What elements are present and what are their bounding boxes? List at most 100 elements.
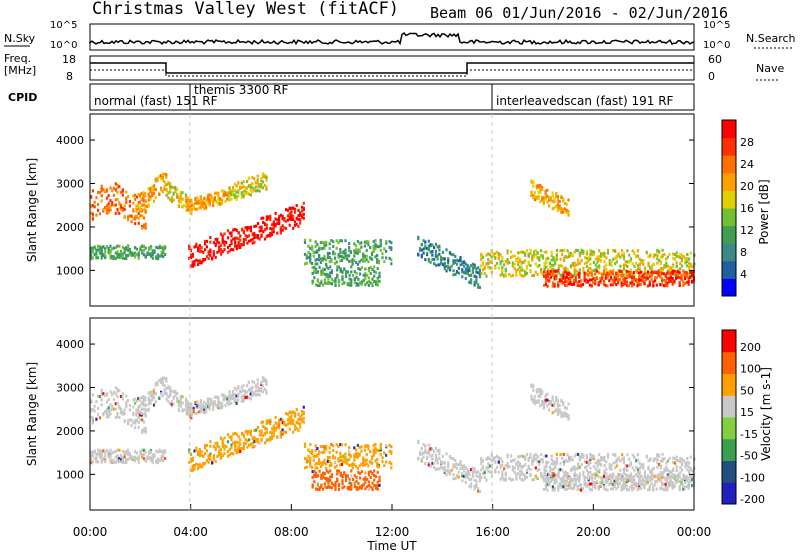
velocity-cell	[628, 463, 631, 467]
power-cell	[468, 274, 471, 277]
power-cell	[130, 253, 133, 257]
velocity-cell	[208, 407, 211, 411]
velocity-cell	[104, 454, 107, 458]
velocity-cell	[332, 454, 335, 458]
power-cell	[374, 280, 378, 284]
velocity-cell	[643, 473, 647, 477]
power-cell	[279, 231, 282, 235]
velocity-cell	[198, 463, 201, 467]
velocity-cell	[329, 479, 332, 482]
velocity-cell	[594, 483, 597, 487]
power-cell	[471, 262, 474, 266]
velocity-cell	[612, 453, 615, 456]
velocity-cell	[188, 451, 191, 455]
velocity-cell	[220, 393, 224, 397]
power-cell	[373, 274, 376, 278]
power-cell	[183, 204, 186, 208]
power-cell	[156, 246, 160, 250]
velocity-cell	[127, 457, 130, 461]
power-cell	[233, 182, 236, 186]
power-cell	[621, 249, 624, 253]
velocity-cell	[567, 481, 570, 485]
power-cell	[249, 183, 252, 187]
velocity-cell	[272, 426, 275, 430]
power-cell	[215, 200, 218, 204]
power-cell	[495, 250, 499, 254]
power-cell	[545, 258, 548, 262]
power-cell	[141, 225, 144, 228]
velocity-cell	[119, 407, 123, 411]
power-cell	[111, 188, 114, 192]
velocity-cell	[578, 476, 581, 480]
power-cell	[172, 192, 175, 196]
power-cell	[370, 253, 374, 257]
velocity-cell	[680, 463, 684, 467]
power-cell	[546, 271, 549, 275]
velocity-heatmap-cells	[90, 376, 696, 493]
velocity-cell	[104, 460, 107, 464]
power-cell	[427, 244, 430, 248]
power-cell	[270, 233, 274, 237]
power-cell	[185, 205, 188, 209]
power-cell	[518, 251, 521, 254]
power-cell	[652, 263, 655, 266]
power-cell	[98, 191, 101, 194]
velocity-cell	[247, 388, 250, 392]
power-cell	[615, 274, 618, 278]
velocity-cell	[578, 455, 581, 459]
velocity-cell	[144, 426, 147, 430]
power-cell	[538, 256, 541, 260]
power-cell	[309, 260, 312, 264]
power-cell	[254, 185, 257, 189]
velocity-cell	[230, 443, 233, 447]
velocity-cell	[204, 446, 207, 450]
velocity-cell	[615, 458, 618, 462]
velocity-cell	[339, 472, 342, 476]
velocity-cell	[288, 419, 291, 423]
power-cell	[234, 227, 237, 231]
velocity-cell	[645, 476, 648, 479]
velocity-cell	[580, 463, 583, 467]
power-cell	[559, 264, 562, 268]
power-cell	[520, 260, 523, 264]
velocity-cell	[119, 459, 123, 463]
power-cell	[253, 240, 256, 244]
velocity-cell	[622, 468, 625, 472]
power-cell	[638, 275, 641, 279]
power-cell	[297, 217, 300, 221]
power-cell	[127, 248, 130, 252]
power-cell	[160, 174, 163, 178]
velocity-cell	[344, 479, 348, 483]
power-cell	[344, 271, 348, 275]
power-cell	[119, 253, 123, 257]
velocity-cell	[518, 455, 521, 458]
power-cell	[141, 245, 144, 248]
velocity-cell	[371, 486, 374, 490]
velocity-cell	[156, 383, 159, 387]
velocity-cell	[360, 470, 363, 474]
power-cell	[546, 188, 549, 192]
velocity-cell	[222, 395, 225, 399]
power-cell	[207, 252, 210, 256]
velocity-cell	[583, 483, 586, 487]
power-cell	[562, 276, 565, 280]
velocity-cell	[177, 409, 180, 412]
power-cell	[650, 274, 653, 278]
power-cell	[160, 246, 163, 250]
power-cell	[105, 245, 109, 248]
power-cell	[666, 276, 669, 280]
velocity-cell	[455, 474, 459, 478]
power-cell	[263, 237, 267, 241]
velocity-cell	[663, 457, 666, 461]
power-cell	[119, 191, 123, 194]
velocity-cell	[211, 461, 214, 465]
velocity-cell	[679, 460, 682, 464]
power-cell	[552, 258, 555, 262]
velocity-cell	[102, 449, 105, 453]
power-cell	[91, 256, 94, 260]
power-cell	[641, 278, 644, 282]
velocity-cell	[205, 407, 208, 411]
velocity-cell	[473, 467, 476, 471]
power-cell	[388, 246, 391, 249]
velocity-cell	[153, 454, 156, 458]
